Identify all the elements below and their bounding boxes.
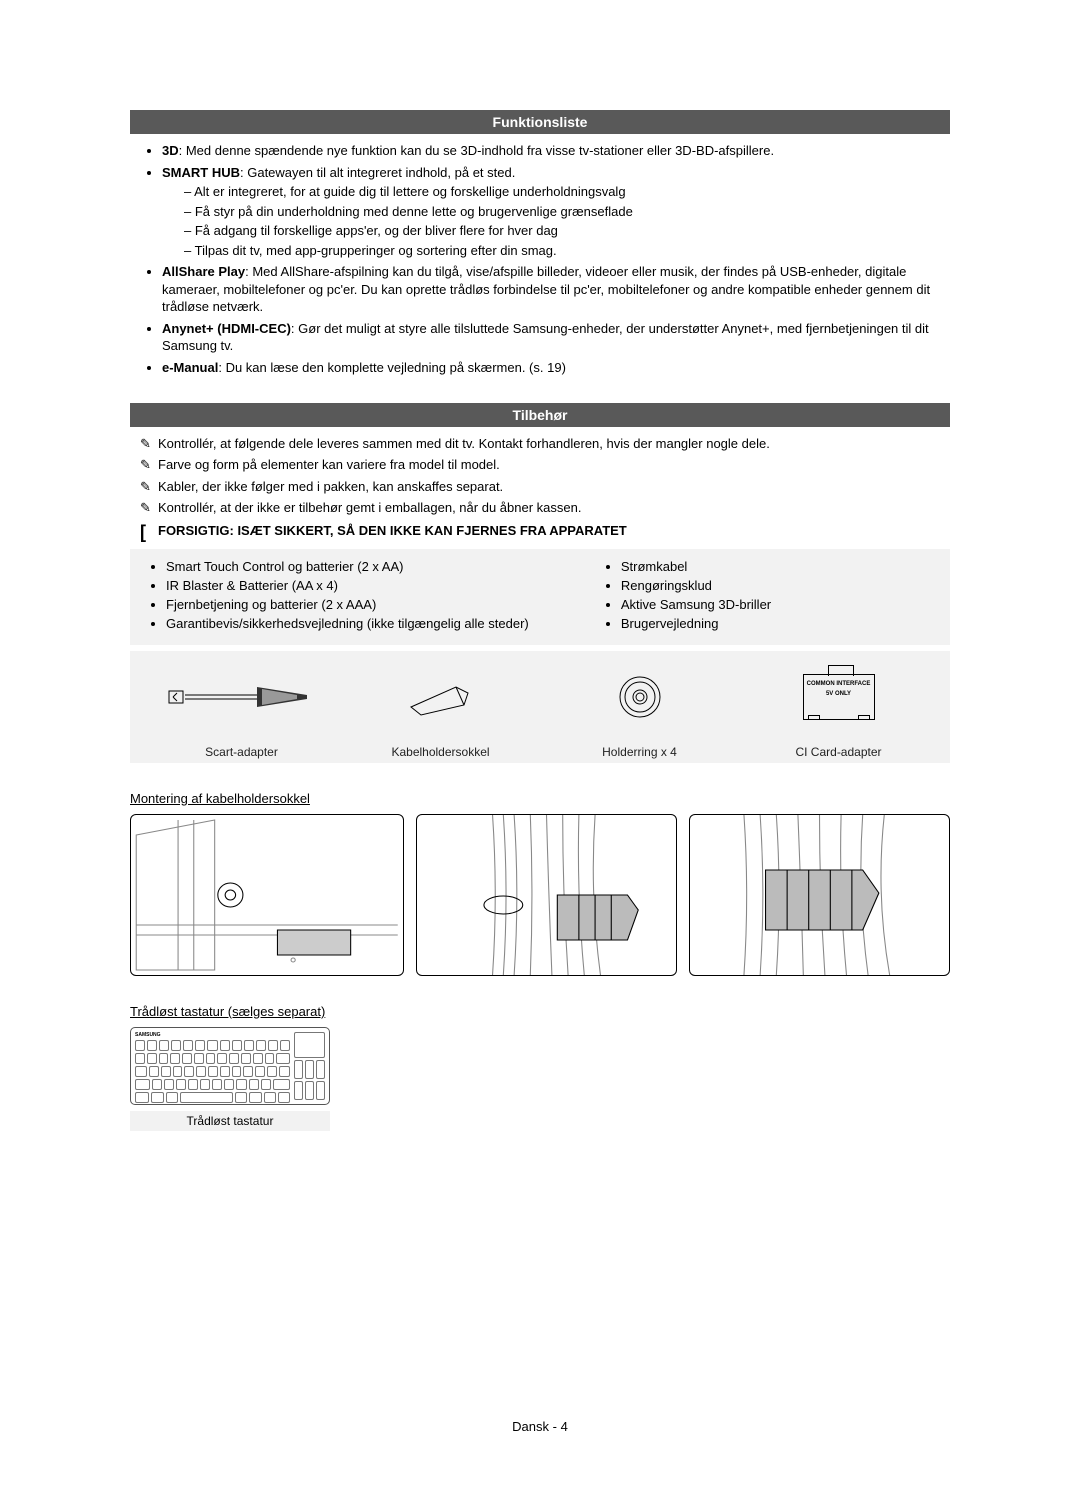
note-icon: ✎ <box>140 499 158 517</box>
accessory-label: Kabelholdersokkel <box>341 745 540 759</box>
list-item: Fjernbetjening og batterier (2 x AAA) <box>166 597 597 612</box>
section-header-funktionsliste: Funktionsliste <box>130 110 950 134</box>
ci-card-adapter-icon: COMMON INTERFACE 5V ONLY <box>739 665 938 729</box>
mount-diagram-row <box>130 814 950 976</box>
list-item: Aktive Samsung 3D-briller <box>621 597 938 612</box>
list-item: ✎Kontrollér, at der ikke er tilbehør gem… <box>140 499 950 517</box>
ci-text: COMMON INTERFACE <box>804 681 874 687</box>
warning-text: FORSIGTIG: ISÆT SIKKERT, SÅ DEN IKKE KAN… <box>158 523 627 541</box>
warning-row: [ FORSIGTIG: ISÆT SIKKERT, SÅ DEN IKKE K… <box>130 523 950 541</box>
accessory-image-cell: COMMON INTERFACE 5V ONLY CI Card-adapter <box>739 665 938 759</box>
feature-label: AllShare Play <box>162 264 245 279</box>
keyboard-heading: Trådløst tastatur (sælges separat) <box>130 1004 950 1019</box>
scart-adapter-icon <box>142 665 341 729</box>
list-item: AllShare Play: Med AllShare-afspilning k… <box>162 263 950 316</box>
accessory-image-cell: Scart-adapter <box>142 665 341 759</box>
list-item: Alt er integreret, for at guide dig til … <box>184 183 950 201</box>
list-item: Smart Touch Control og batterier (2 x AA… <box>166 559 597 574</box>
caution-icon: [ <box>140 523 158 541</box>
feature-label: e-Manual <box>162 360 218 375</box>
feature-text: : Med AllShare-afspilning kan du tilgå, … <box>162 264 930 314</box>
cable-holder-icon <box>341 665 540 729</box>
list-item: Få styr på din underholdning med denne l… <box>184 203 950 221</box>
note-icon: ✎ <box>140 435 158 453</box>
smarthub-sublist: Alt er integreret, for at guide dig til … <box>162 183 950 259</box>
mount-diagram-1 <box>130 814 404 976</box>
mount-diagram-2 <box>416 814 677 976</box>
accessory-list-box: Smart Touch Control og batterier (2 x AA… <box>130 549 950 645</box>
feature-label: 3D <box>162 143 179 158</box>
accessory-col-left: Smart Touch Control og batterier (2 x AA… <box>142 559 597 635</box>
list-item: Rengøringsklud <box>621 578 938 593</box>
accessory-label: Scart-adapter <box>142 745 341 759</box>
note-text: Kabler, der ikke følger med i pakken, ka… <box>158 478 503 496</box>
feature-text: : Med denne spændende nye funktion kan d… <box>179 143 774 158</box>
note-icon: ✎ <box>140 456 158 474</box>
note-text: Kontrollér, at der ikke er tilbehør gemt… <box>158 499 581 517</box>
note-text: Farve og form på elementer kan variere f… <box>158 456 500 474</box>
manual-page: Funktionsliste 3D: Med denne spændende n… <box>0 0 1080 1494</box>
list-item: Brugervejledning <box>621 616 938 631</box>
note-icon: ✎ <box>140 478 158 496</box>
tilbehor-notes: ✎Kontrollér, at følgende dele leveres sa… <box>130 435 950 517</box>
section-header-tilbehor: Tilbehør <box>130 403 950 427</box>
holder-ring-icon <box>540 665 739 729</box>
keyboard-block: SAMSUNG Trådløst tastatur <box>130 1027 950 1131</box>
feature-text: : Du kan læse den komplette vejledning p… <box>218 360 566 375</box>
list-item: ✎Kabler, der ikke følger med i pakken, k… <box>140 478 950 496</box>
accessory-col-right: Strømkabel Rengøringsklud Aktive Samsung… <box>597 559 938 635</box>
list-item: Strømkabel <box>621 559 938 574</box>
mount-diagram-3 <box>689 814 950 976</box>
feature-label: SMART HUB <box>162 165 240 180</box>
funktionsliste-list: 3D: Med denne spændende nye funktion kan… <box>130 142 950 377</box>
keyboard-label: Trådløst tastatur <box>130 1111 330 1131</box>
keyboard-icon: SAMSUNG <box>130 1027 330 1105</box>
list-item: ✎Kontrollér, at følgende dele leveres sa… <box>140 435 950 453</box>
accessory-label: Holderring x 4 <box>540 745 739 759</box>
list-item: e-Manual: Du kan læse den komplette vejl… <box>162 359 950 377</box>
list-item: IR Blaster & Batterier (AA x 4) <box>166 578 597 593</box>
list-item: SMART HUB: Gatewayen til alt integreret … <box>162 164 950 260</box>
page-footer: Dansk - 4 <box>0 1419 1080 1434</box>
list-item: ✎Farve og form på elementer kan variere … <box>140 456 950 474</box>
accessory-image-cell: Holderring x 4 <box>540 665 739 759</box>
list-item: Garantibevis/sikkerhedsvejledning (ikke … <box>166 616 597 631</box>
feature-label: Anynet+ (HDMI-CEC) <box>162 321 291 336</box>
list-item: 3D: Med denne spændende nye funktion kan… <box>162 142 950 160</box>
accessory-image-cell: Kabelholdersokkel <box>341 665 540 759</box>
mount-heading: Montering af kabelholdersokkel <box>130 791 950 806</box>
note-text: Kontrollér, at følgende dele leveres sam… <box>158 435 770 453</box>
accessory-label: CI Card-adapter <box>739 745 938 759</box>
accessory-images-row: Scart-adapter Kabelholdersokkel Holder <box>130 651 950 763</box>
list-item: Anynet+ (HDMI-CEC): Gør det muligt at st… <box>162 320 950 355</box>
feature-text: : Gatewayen til alt integreret indhold, … <box>240 165 515 180</box>
ci-text: 5V ONLY <box>804 691 874 697</box>
list-item: Tilpas dit tv, med app-grupperinger og s… <box>184 242 950 260</box>
list-item: Få adgang til forskellige apps'er, og de… <box>184 222 950 240</box>
